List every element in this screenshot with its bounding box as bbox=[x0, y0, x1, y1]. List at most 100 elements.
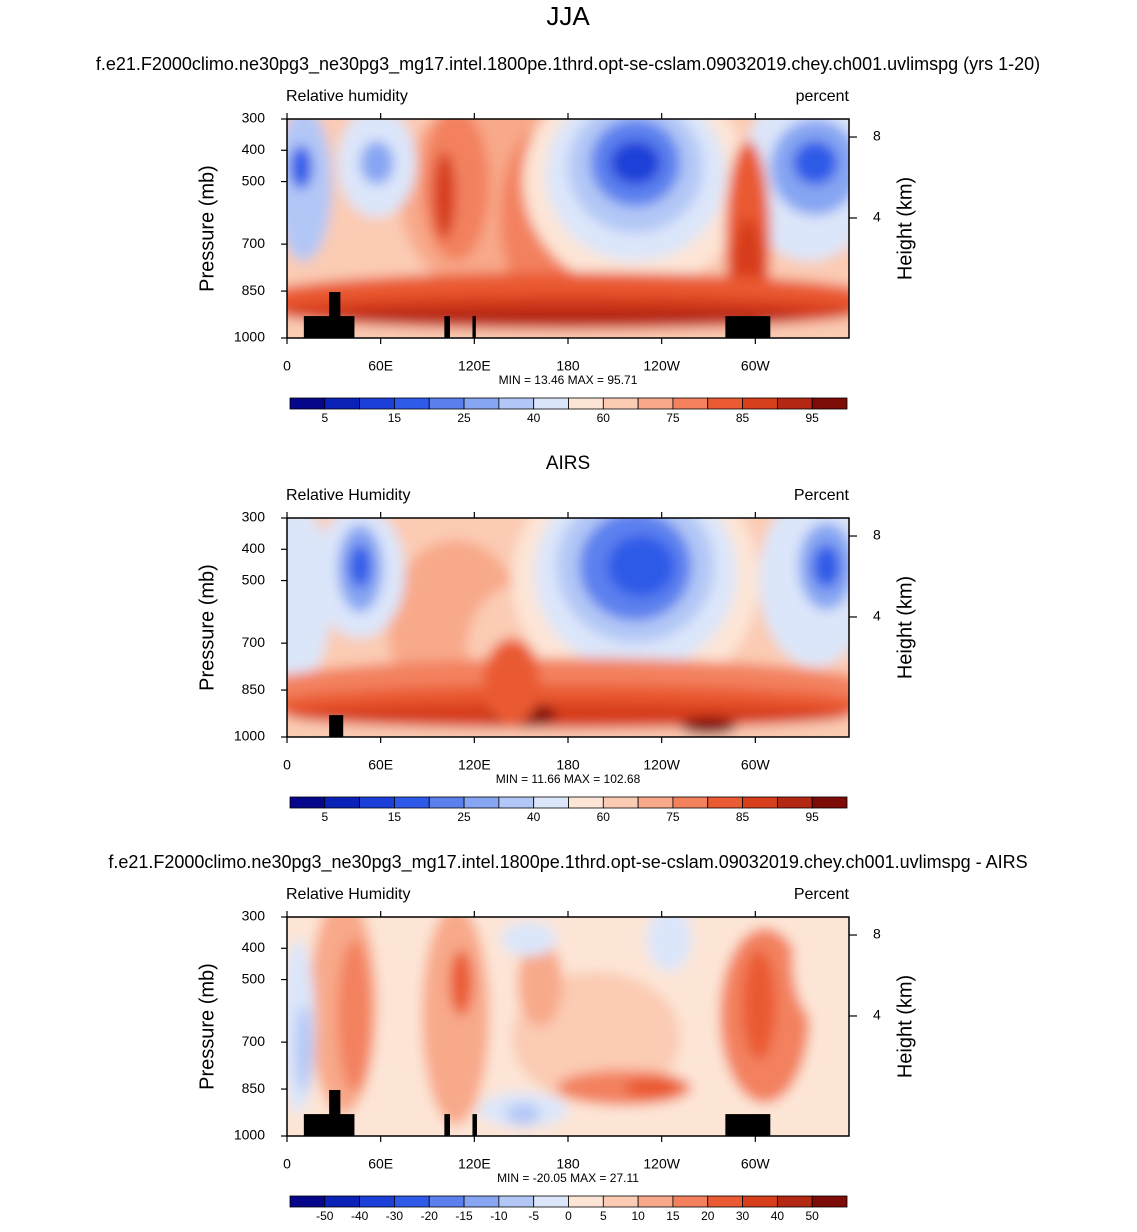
y-tick-label: 1000 bbox=[234, 728, 265, 744]
colorbar-label: -40 bbox=[351, 1209, 369, 1223]
colorbar-box bbox=[289, 397, 326, 410]
colorbar-box bbox=[394, 796, 430, 809]
colorbar-box bbox=[776, 397, 813, 410]
colorbar-box bbox=[672, 397, 709, 410]
panel-title: AIRS bbox=[546, 453, 590, 474]
colorbar-box bbox=[742, 1195, 778, 1208]
colorbar-label: 50 bbox=[806, 1209, 820, 1223]
y-tick-label: 1000 bbox=[234, 329, 265, 345]
colorbar-box bbox=[359, 1195, 395, 1208]
colorbar-box bbox=[394, 1195, 430, 1208]
y-tick-label: 500 bbox=[242, 172, 266, 188]
y-tick-label: 500 bbox=[242, 970, 266, 986]
colorbar-box bbox=[289, 796, 326, 809]
colorbar-box bbox=[637, 397, 674, 410]
colorbar-label: 95 bbox=[806, 810, 820, 824]
x-tick-label: 120W bbox=[643, 358, 680, 374]
colorbar-box bbox=[533, 397, 569, 410]
contour-region bbox=[483, 638, 540, 727]
topography bbox=[329, 292, 341, 338]
colorbar-box bbox=[324, 796, 361, 809]
topography bbox=[444, 316, 450, 338]
colorbar-label: -5 bbox=[528, 1209, 539, 1223]
colorbar-label: 5 bbox=[600, 1209, 607, 1223]
colorbar-box bbox=[776, 796, 813, 809]
x-tick-label: 120W bbox=[643, 757, 680, 773]
contour-region bbox=[742, 949, 776, 1060]
colorbar-label: -50 bbox=[316, 1209, 334, 1223]
stats: MIN = -20.05 MAX = 27.11 bbox=[497, 1171, 639, 1185]
colorbar-box bbox=[742, 397, 778, 410]
colorbar-box bbox=[533, 1195, 569, 1208]
y-axis-label: Pressure (mb) bbox=[196, 564, 218, 691]
y2-tick-label: 4 bbox=[873, 608, 881, 624]
y-axis-label: Pressure (mb) bbox=[196, 165, 218, 292]
contour-region bbox=[607, 535, 675, 597]
y-axis-label: Pressure (mb) bbox=[196, 963, 218, 1090]
y-tick-label: 500 bbox=[242, 571, 266, 587]
stats: MIN = 11.66 MAX = 102.68 bbox=[496, 772, 641, 786]
colorbar-label: 60 bbox=[597, 411, 611, 425]
colorbar-box bbox=[428, 1195, 465, 1208]
figure-title: JJA bbox=[546, 1, 590, 31]
x-tick-label: 120E bbox=[458, 1156, 491, 1172]
y-tick-label: 1000 bbox=[234, 1127, 265, 1143]
colorbar-label: 85 bbox=[736, 810, 750, 824]
y2-axis-label: Height (km) bbox=[894, 975, 916, 1078]
colorbar-box bbox=[289, 1195, 326, 1208]
colorbar-label: 15 bbox=[666, 1209, 680, 1223]
y-tick-label: 400 bbox=[242, 939, 266, 955]
contour-region bbox=[500, 921, 557, 957]
colorbar-label: -15 bbox=[455, 1209, 473, 1223]
colorbar-box bbox=[742, 796, 778, 809]
contour-field bbox=[287, 917, 849, 1136]
left-label: Relative Humidity bbox=[286, 886, 410, 903]
colorbar-label: 75 bbox=[666, 810, 680, 824]
colorbar-box bbox=[533, 796, 569, 809]
topography bbox=[725, 1114, 771, 1136]
colorbar-label: 5 bbox=[321, 411, 328, 425]
x-tick-label: 60E bbox=[368, 1156, 393, 1172]
y2-axis-label: Height (km) bbox=[894, 177, 916, 280]
panel-title: f.e21.F2000climo.ne30pg3_ne30pg3_mg17.in… bbox=[96, 54, 1040, 75]
right-label: Percent bbox=[794, 886, 850, 903]
colorbar-box bbox=[498, 397, 535, 410]
x-tick-label: 60W bbox=[741, 757, 771, 773]
colorbar-box bbox=[811, 796, 848, 809]
colorbar-box bbox=[498, 796, 535, 809]
colorbar-label: 25 bbox=[457, 810, 471, 824]
colorbar-box bbox=[602, 1195, 639, 1208]
colorbar-box bbox=[602, 796, 639, 809]
y-tick-label: 700 bbox=[242, 634, 266, 650]
colorbar-label: 15 bbox=[388, 810, 402, 824]
colorbar-label: 75 bbox=[666, 411, 680, 425]
x-tick-label: 0 bbox=[283, 358, 291, 374]
x-tick-label: 0 bbox=[283, 757, 291, 773]
y-tick-label: 850 bbox=[242, 282, 266, 298]
x-tick-label: 60E bbox=[368, 757, 393, 773]
topography bbox=[472, 1114, 477, 1136]
colorbar-box bbox=[324, 1195, 361, 1208]
colorbar-label: 30 bbox=[736, 1209, 750, 1223]
left-label: Relative humidity bbox=[286, 88, 408, 105]
contour-region bbox=[287, 701, 849, 729]
topography bbox=[725, 316, 771, 338]
colorbar-box bbox=[707, 397, 743, 410]
contour-blobs bbox=[287, 917, 849, 1136]
y-tick-label: 700 bbox=[242, 1033, 266, 1049]
contour-region bbox=[433, 151, 456, 240]
x-tick-label: 120E bbox=[458, 757, 491, 773]
colorbar-label: -30 bbox=[386, 1209, 404, 1223]
colorbar-box bbox=[602, 397, 639, 410]
colorbar-box bbox=[811, 1195, 848, 1208]
colorbar-label: -20 bbox=[421, 1209, 439, 1223]
y2-tick-label: 8 bbox=[873, 926, 881, 942]
contour-region bbox=[506, 1103, 540, 1126]
x-tick-label: 180 bbox=[556, 757, 580, 773]
colorbar-label: 15 bbox=[388, 411, 402, 425]
colorbar-label: 10 bbox=[631, 1209, 645, 1223]
x-tick-label: 180 bbox=[556, 358, 580, 374]
x-tick-label: 60E bbox=[368, 358, 393, 374]
